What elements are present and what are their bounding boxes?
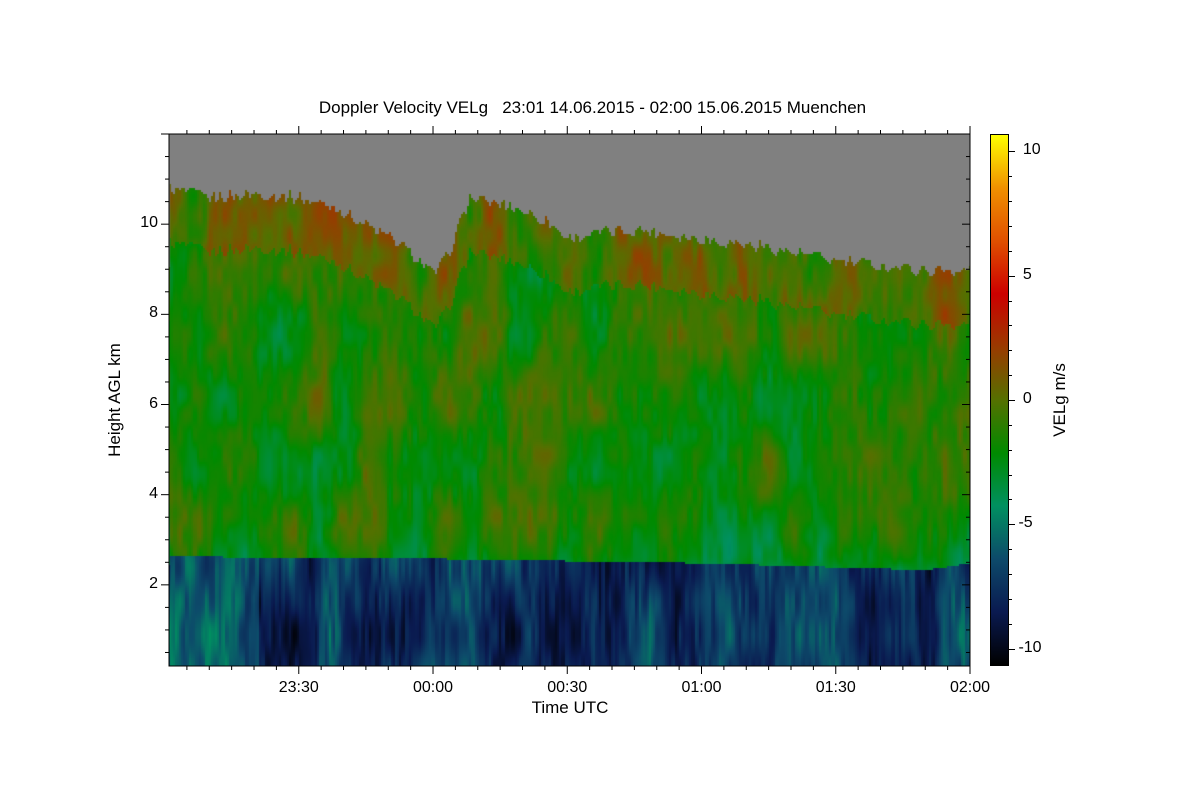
colorbar-tick-label: -5 (1014, 514, 1033, 532)
colorbar-tick (1009, 549, 1012, 551)
colorbar-tick (1009, 524, 1015, 526)
colorbar-tick (1009, 474, 1012, 476)
colorbar-tick (1009, 325, 1012, 327)
colorbar-tick (1009, 375, 1012, 377)
y-tick-label: 2 (149, 574, 158, 592)
plot-axes (161, 126, 971, 674)
plot-frame (168, 133, 971, 667)
colorbar-tick (1009, 574, 1012, 576)
plot-area (161, 126, 971, 674)
colorbar-tick (1009, 300, 1012, 302)
colorbar-tick-label: -10 (1014, 638, 1042, 656)
y-tick-label: 10 (140, 214, 158, 232)
colorbar-tick (1009, 400, 1015, 401)
colorbar-tick (1009, 250, 1012, 252)
colorbar-tick (1009, 598, 1012, 600)
y-axis-label: Height AGL km (105, 343, 124, 457)
colorbar-tick (1009, 499, 1012, 501)
colorbar-tick (1009, 176, 1012, 178)
colorbar-tick-label: 0 (1014, 390, 1032, 407)
x-tick-label: 01:00 (681, 679, 722, 696)
colorbar-label: VELg m/s (1050, 363, 1069, 437)
colorbar-tick (1009, 449, 1012, 451)
velocity-heatmap (169, 134, 970, 666)
colorbar-tick (1009, 623, 1012, 625)
x-tick-label: 00:00 (412, 679, 454, 696)
colorbar-tick (1009, 350, 1012, 352)
colorbar-tick (1009, 275, 1015, 277)
y-tick-label: 8 (149, 304, 158, 322)
x-tick-label: 00:30 (547, 679, 588, 696)
x-axis-label: Time UTC (531, 698, 609, 717)
colorbar-tick-label: 10 (1014, 141, 1041, 159)
x-tick-label: 02:00 (949, 679, 991, 696)
colorbar-tick (1009, 151, 1015, 153)
y-tick-label: 6 (149, 394, 158, 412)
colorbar-tick-label: 5 (1014, 265, 1032, 283)
colorbar (990, 134, 1009, 666)
y-tick-label: 4 (149, 484, 158, 502)
x-tick-label: 23:30 (278, 679, 319, 696)
x-tick-label: 01:30 (815, 679, 856, 696)
chart-title: Doppler Velocity VELg 23:01 14.06.2015 -… (318, 98, 867, 117)
colorbar-tick (1009, 648, 1015, 650)
colorbar-tick (1009, 424, 1012, 426)
colorbar-tick (1009, 201, 1012, 203)
colorbar-tick (1009, 225, 1012, 227)
